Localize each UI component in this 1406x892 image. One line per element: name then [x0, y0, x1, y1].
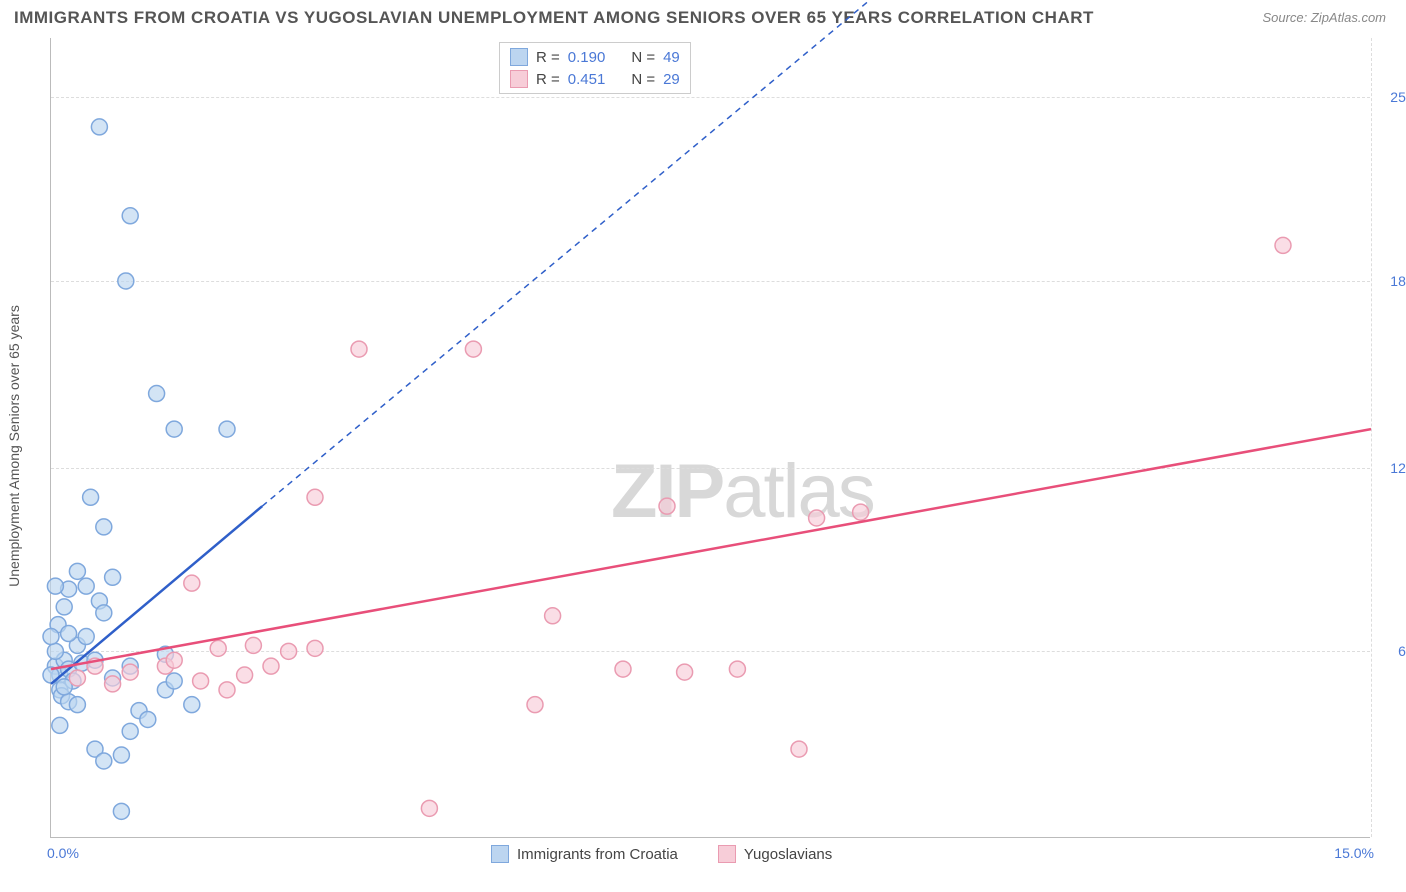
y-tick-label: 18.8% — [1375, 273, 1406, 289]
swatch-yugoslavia — [718, 845, 736, 863]
data-point — [809, 510, 825, 526]
r-value-yugoslavia: 0.451 — [568, 71, 606, 88]
r-label: R = — [536, 71, 560, 88]
data-point — [78, 578, 94, 594]
data-point — [307, 489, 323, 505]
swatch-croatia — [491, 845, 509, 863]
stats-legend-box: R = 0.190 N = 49 R = 0.451 N = 29 — [499, 42, 691, 94]
series-legend: Immigrants from Croatia Yugoslavians — [491, 845, 832, 863]
data-point — [105, 676, 121, 692]
chart-title: IMMIGRANTS FROM CROATIA VS YUGOSLAVIAN U… — [14, 8, 1094, 28]
n-label: N = — [631, 71, 655, 88]
y-tick-label: 25.0% — [1375, 89, 1406, 105]
data-point — [307, 640, 323, 656]
trend-line — [51, 506, 262, 684]
data-point — [61, 626, 77, 642]
data-point — [47, 643, 63, 659]
y-tick-label: 12.5% — [1375, 460, 1406, 476]
data-point — [281, 643, 297, 659]
data-point — [1275, 237, 1291, 253]
r-label: R = — [536, 49, 560, 66]
data-point — [96, 753, 112, 769]
data-point — [83, 489, 99, 505]
source-attribution: Source: ZipAtlas.com — [1262, 10, 1386, 25]
x-tick-max: 15.0% — [1334, 845, 1374, 861]
swatch-croatia — [510, 48, 528, 66]
data-point — [245, 637, 261, 653]
legend-item-croatia: Immigrants from Croatia — [491, 845, 678, 863]
data-point — [91, 119, 107, 135]
data-point — [210, 640, 226, 656]
data-point — [263, 658, 279, 674]
data-point — [184, 575, 200, 591]
data-point — [122, 723, 138, 739]
data-point — [122, 208, 138, 224]
legend-label-croatia: Immigrants from Croatia — [517, 846, 678, 863]
stats-row-yugoslavia: R = 0.451 N = 29 — [510, 68, 680, 90]
data-point — [791, 741, 807, 757]
n-value-croatia: 49 — [663, 49, 680, 66]
data-point — [69, 670, 85, 686]
data-point — [729, 661, 745, 677]
data-point — [149, 386, 165, 402]
data-point — [219, 421, 235, 437]
data-point — [545, 608, 561, 624]
stats-row-croatia: R = 0.190 N = 49 — [510, 46, 680, 68]
data-point — [166, 652, 182, 668]
data-point — [166, 673, 182, 689]
data-point — [219, 682, 235, 698]
data-point — [465, 341, 481, 357]
data-point — [96, 605, 112, 621]
r-value-croatia: 0.190 — [568, 49, 606, 66]
data-point — [113, 803, 129, 819]
data-point — [69, 697, 85, 713]
data-point — [96, 519, 112, 535]
plot-area: ZIPatlas R = 0.190 N = 49 R = 0.451 N = … — [50, 38, 1370, 838]
data-point — [118, 273, 134, 289]
data-point — [113, 747, 129, 763]
data-point — [69, 563, 85, 579]
data-point — [56, 599, 72, 615]
legend-label-yugoslavia: Yugoslavians — [744, 846, 832, 863]
swatch-yugoslavia — [510, 70, 528, 88]
data-point — [122, 664, 138, 680]
data-point — [677, 664, 693, 680]
data-point — [527, 697, 543, 713]
data-point — [193, 673, 209, 689]
data-point — [184, 697, 200, 713]
trend-line — [51, 429, 1371, 669]
n-value-yugoslavia: 29 — [663, 71, 680, 88]
data-point — [78, 629, 94, 645]
data-point — [47, 578, 63, 594]
data-point — [421, 800, 437, 816]
n-label: N = — [631, 49, 655, 66]
legend-item-yugoslavia: Yugoslavians — [718, 845, 832, 863]
data-point — [659, 498, 675, 514]
scatter-svg — [51, 38, 1370, 837]
data-point — [43, 629, 59, 645]
data-point — [237, 667, 253, 683]
data-point — [853, 504, 869, 520]
data-point — [52, 717, 68, 733]
y-axis-label: Unemployment Among Seniors over 65 years — [6, 305, 22, 587]
y-tick-label: 6.3% — [1375, 643, 1406, 659]
data-point — [105, 569, 121, 585]
x-tick-min: 0.0% — [47, 845, 79, 861]
data-point — [140, 711, 156, 727]
data-point — [166, 421, 182, 437]
data-point — [615, 661, 631, 677]
data-point — [351, 341, 367, 357]
